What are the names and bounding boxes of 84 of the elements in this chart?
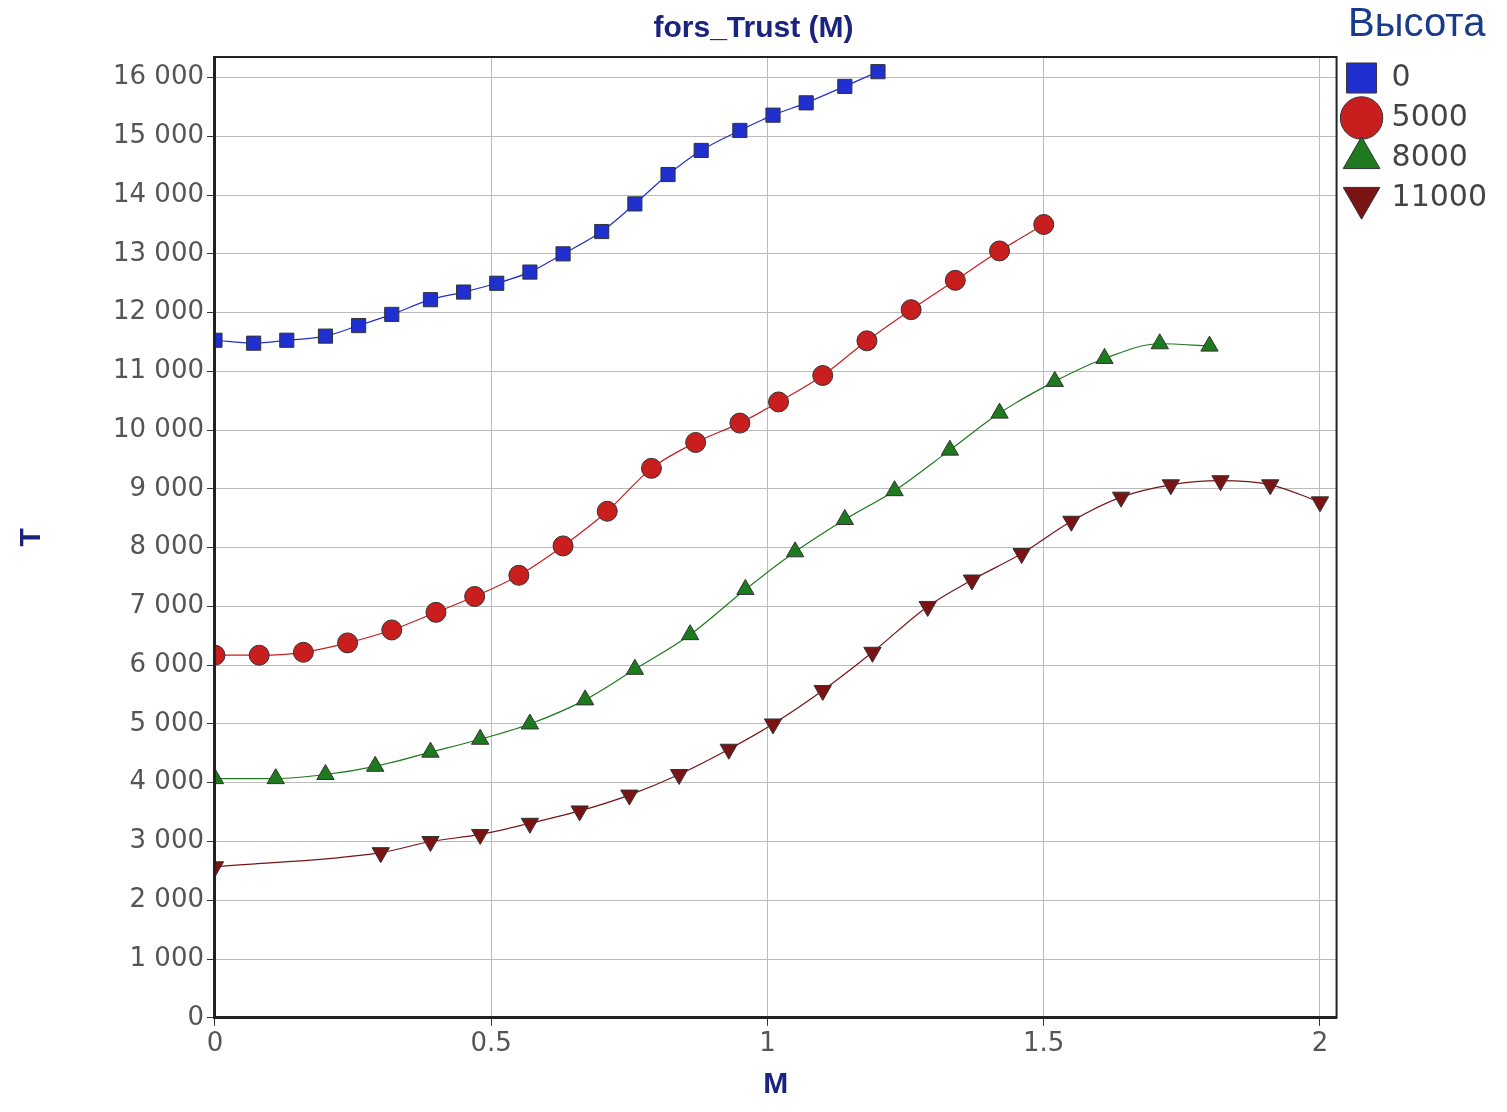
point xyxy=(736,578,755,595)
x-tick-label: 0 xyxy=(206,1027,224,1058)
point xyxy=(900,299,922,321)
legend-label: 0 xyxy=(1391,57,1411,93)
point xyxy=(785,541,805,558)
y-tick-label: 0 xyxy=(187,1000,204,1031)
point xyxy=(798,95,814,111)
point xyxy=(693,142,709,159)
point xyxy=(732,122,748,139)
point xyxy=(292,641,314,663)
legend-title: Высота xyxy=(1348,0,1487,45)
point xyxy=(765,107,781,123)
point xyxy=(425,601,447,623)
point xyxy=(1150,333,1169,350)
point xyxy=(464,585,486,607)
point xyxy=(552,535,574,557)
y-tick-label: 14 000 xyxy=(112,177,204,208)
point xyxy=(351,317,367,334)
point xyxy=(384,306,400,322)
legend-label: 11000 xyxy=(1391,177,1487,213)
point xyxy=(660,166,676,183)
y-tick-label: 5 000 xyxy=(129,706,204,737)
point xyxy=(522,264,538,280)
y-tick-label: 7 000 xyxy=(129,589,204,620)
point xyxy=(625,658,645,675)
point xyxy=(812,365,834,386)
y-tick-label: 15 000 xyxy=(112,119,204,150)
y-tick-label: 8 000 xyxy=(129,530,204,561)
point xyxy=(768,391,790,413)
x-tick-label: 0.5 xyxy=(470,1027,512,1058)
legend-label: 8000 xyxy=(1391,137,1468,173)
point xyxy=(835,508,854,525)
point xyxy=(685,432,707,453)
point xyxy=(337,632,359,654)
point xyxy=(680,624,700,641)
point xyxy=(316,764,335,781)
point xyxy=(729,412,751,434)
point xyxy=(279,332,295,348)
point xyxy=(266,768,285,785)
y-tick-label: 6 000 xyxy=(129,647,204,678)
chart-title: fors_Trust (M) xyxy=(653,10,854,44)
point xyxy=(248,644,270,666)
point xyxy=(489,275,505,291)
point xyxy=(870,64,886,80)
point xyxy=(555,246,571,262)
y-tick-label: 11 000 xyxy=(112,354,204,385)
y-tick-label: 3 000 xyxy=(129,824,204,855)
point xyxy=(596,500,618,522)
point xyxy=(471,728,490,745)
point xyxy=(508,564,530,586)
point xyxy=(837,78,853,94)
point xyxy=(990,402,1009,419)
x-tick-label: 2 xyxy=(1311,1027,1329,1058)
point xyxy=(422,292,439,308)
point xyxy=(246,335,262,351)
x-tick-label: 1.5 xyxy=(1023,1027,1065,1058)
y-axis-title: T xyxy=(13,528,47,547)
legend-label: 5000 xyxy=(1391,97,1468,133)
point xyxy=(381,619,403,641)
y-tick-label: 4 000 xyxy=(129,765,204,796)
y-tick-label: 16 000 xyxy=(112,60,204,91)
y-tick-label: 10 000 xyxy=(112,412,204,443)
point xyxy=(421,741,440,758)
y-tick-label: 12 000 xyxy=(112,295,204,326)
point xyxy=(989,240,1011,262)
point xyxy=(1033,213,1055,235)
y-tick-label: 1 000 xyxy=(129,941,204,972)
point xyxy=(456,284,472,300)
point xyxy=(885,480,904,497)
point xyxy=(856,330,878,352)
point xyxy=(576,689,595,706)
point xyxy=(640,457,662,479)
y-tick-label: 9 000 xyxy=(129,471,204,502)
y-tick-label: 13 000 xyxy=(112,236,204,267)
y-tick-label: 2 000 xyxy=(129,883,204,914)
point xyxy=(594,223,610,240)
x-axis-title: M xyxy=(763,1066,789,1100)
point xyxy=(366,755,385,772)
point xyxy=(940,439,959,456)
point xyxy=(317,328,334,344)
point xyxy=(944,269,966,291)
point xyxy=(627,196,643,212)
point xyxy=(520,713,540,730)
x-tick-label: 1 xyxy=(759,1027,776,1058)
